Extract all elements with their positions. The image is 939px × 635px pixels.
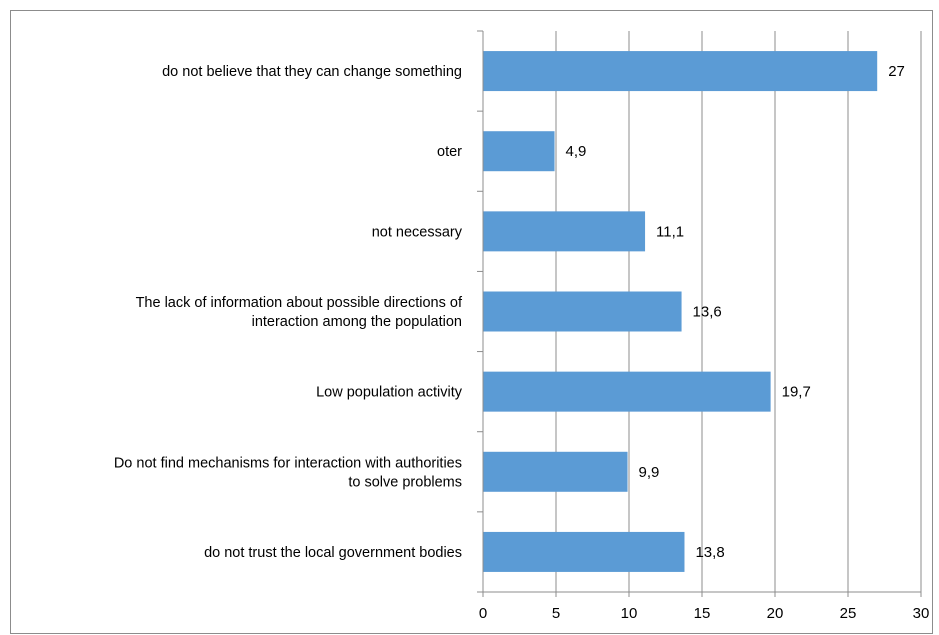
category-label: to solve problems [348, 474, 462, 490]
bar-value-label: 11,1 [656, 223, 684, 240]
category-label: Low population activity [316, 385, 463, 401]
category-label: not necessary [372, 224, 463, 240]
bar-value-label: 13,8 [695, 544, 724, 561]
bar [483, 371, 771, 412]
category-label: do not trust the local government bodies [204, 545, 462, 561]
x-tick-label: 10 [621, 605, 638, 622]
x-tick-label: 20 [767, 605, 784, 622]
category-label: oter [437, 144, 462, 160]
x-tick-label: 15 [694, 605, 711, 622]
x-tick-label: 0 [479, 605, 487, 622]
bar-value-label: 27 [888, 63, 905, 80]
bar-value-label: 9,9 [639, 464, 660, 481]
category-label: interaction among the population [252, 314, 462, 330]
x-tick-label: 25 [840, 605, 857, 622]
bar [483, 131, 555, 172]
category-label: do not believe that they can change some… [162, 64, 462, 80]
bar [483, 291, 682, 332]
bar [483, 531, 685, 572]
x-tick-label: 5 [552, 605, 560, 622]
category-label: Do not find mechanisms for interaction w… [114, 455, 462, 471]
bar [483, 51, 878, 92]
bar-value-label: 4,9 [566, 143, 587, 160]
bar [483, 211, 646, 252]
bar-value-label: 13,6 [693, 304, 722, 321]
x-tick-label: 30 [913, 605, 930, 622]
category-label: The lack of information about possible d… [136, 295, 463, 311]
chart-frame [10, 10, 933, 634]
bar [483, 451, 628, 492]
bar-value-label: 19,7 [782, 384, 811, 401]
